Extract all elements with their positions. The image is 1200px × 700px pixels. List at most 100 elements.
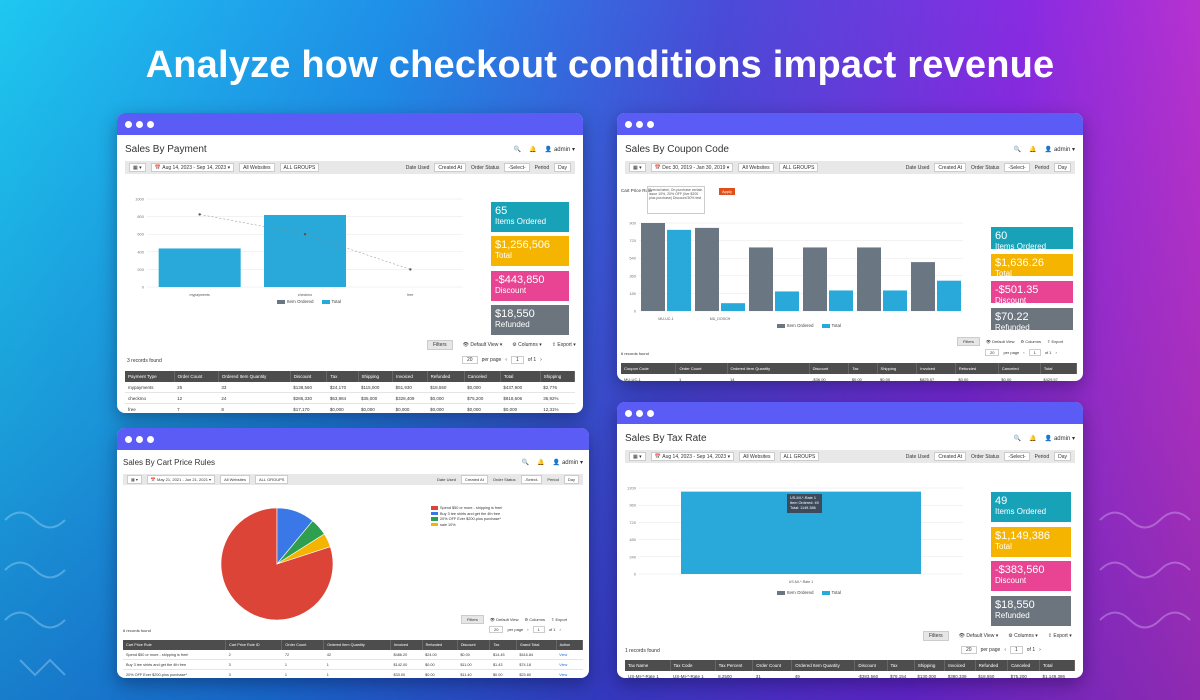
per-page-select[interactable]: 20	[489, 626, 504, 633]
column-header[interactable]: Discount	[290, 371, 328, 382]
column-header[interactable]: Refunded	[427, 371, 465, 382]
column-header[interactable]: Grand Total	[516, 640, 557, 650]
column-header[interactable]: Order Count	[752, 660, 793, 671]
user-menu[interactable]: 👤 admin ▾	[1044, 435, 1075, 442]
group-select[interactable]: ALL GROUPS	[255, 475, 289, 484]
date-used-select[interactable]: Created At	[460, 475, 488, 484]
column-header[interactable]: Discount	[457, 640, 491, 650]
date-used-select[interactable]: Created At	[934, 163, 967, 172]
column-header[interactable]: Refunded	[422, 640, 458, 650]
website-select[interactable]: All Websites	[239, 163, 275, 172]
column-header[interactable]: Shipping	[540, 371, 576, 382]
default-view-button[interactable]: 👁 Default View ▾	[462, 342, 503, 348]
column-header[interactable]: Discount	[854, 660, 888, 671]
grid-view-toggle[interactable]: ▦ ▾	[129, 163, 146, 172]
column-header[interactable]: Refunded	[955, 363, 999, 374]
page-input[interactable]: 1	[510, 356, 524, 364]
bell-icon[interactable]: 🔔	[1029, 146, 1037, 153]
prev-page-button[interactable]: ‹	[505, 357, 507, 363]
column-header[interactable]: Coupon Code	[621, 363, 677, 374]
column-header[interactable]: Refunded	[975, 660, 1009, 671]
per-page-select[interactable]: 20	[462, 356, 478, 364]
next-page-button[interactable]: ›	[540, 357, 542, 363]
export-button[interactable]: ⇪ Export ▾	[551, 342, 576, 348]
order-status-select[interactable]: -Select-	[504, 163, 530, 172]
column-header[interactable]: Canceled	[998, 363, 1041, 374]
filters-button[interactable]: Filters	[957, 337, 980, 346]
website-select[interactable]: All Websites	[739, 452, 775, 461]
column-header[interactable]: Shipping	[358, 371, 394, 382]
search-icon[interactable]: 🔍	[513, 146, 522, 153]
user-menu[interactable]: 👤 admin ▾	[1044, 146, 1075, 153]
default-view-button[interactable]: 👁 Default View	[985, 339, 1015, 344]
column-header[interactable]: Ordered Item Quantity	[218, 371, 291, 382]
date-used-select[interactable]: Created At	[934, 452, 967, 461]
filters-button[interactable]: Filters	[461, 615, 484, 624]
grid-view-toggle[interactable]: ▦ ▾	[629, 163, 646, 172]
column-header[interactable]: Shipping	[877, 363, 918, 374]
column-header[interactable]: Tax	[887, 660, 915, 671]
columns-button[interactable]: ⚙ Columns ▾	[512, 342, 542, 348]
column-header[interactable]: Ordered Item Quantity	[323, 640, 391, 650]
column-header[interactable]: Invoiced	[916, 363, 956, 374]
page-input[interactable]: 1	[1028, 349, 1041, 356]
apply-button[interactable]: Apply	[719, 188, 736, 195]
column-header[interactable]: Canceled	[1007, 660, 1040, 671]
column-header[interactable]: Tax	[489, 640, 517, 650]
column-header[interactable]: Tax Percent	[715, 660, 754, 671]
prev-page-button[interactable]: ‹	[1004, 647, 1006, 653]
column-header[interactable]: Tax	[848, 363, 878, 374]
table-cell[interactable]: View	[556, 650, 583, 660]
user-menu[interactable]: 👤 admin ▾	[552, 459, 583, 466]
column-header[interactable]: Ordered Item Quantity	[727, 363, 810, 374]
column-header[interactable]: Invoiced	[392, 371, 428, 382]
column-header[interactable]: Order Count	[281, 640, 325, 650]
columns-button[interactable]: ⚙ Columns	[1020, 339, 1041, 344]
period-select[interactable]: Day	[554, 163, 571, 172]
column-header[interactable]: Ordered Item Quantity	[791, 660, 856, 671]
column-header[interactable]: Cart Price Rule	[123, 640, 227, 650]
group-select[interactable]: ALL GROUPS	[279, 163, 320, 172]
column-header[interactable]: Tax Code	[670, 660, 716, 671]
column-header[interactable]: Tax	[326, 371, 359, 382]
export-button[interactable]: ⇪ Export ▾	[1047, 633, 1072, 639]
table-cell[interactable]: View	[556, 659, 583, 670]
search-icon[interactable]: 🔍	[1013, 435, 1022, 442]
column-header[interactable]: Total	[1040, 363, 1078, 374]
date-range-picker[interactable]: 📅 Aug 14, 2023 - Sep 14, 2023 ▾	[650, 452, 735, 461]
grid-view-toggle[interactable]: ▦ ▾	[629, 452, 646, 461]
next-page-button[interactable]: ›	[1039, 647, 1041, 653]
date-range-picker[interactable]: 📅 May 21, 2021 - Jun 21, 2021 ▾	[146, 475, 216, 484]
order-status-select[interactable]: -Select-	[1004, 452, 1030, 461]
search-icon[interactable]: 🔍	[521, 459, 530, 466]
next-page-button[interactable]: ›	[559, 627, 561, 632]
grid-view-toggle[interactable]: ▦ ▾	[127, 475, 142, 484]
column-header[interactable]: Shipping	[914, 660, 946, 671]
date-used-select[interactable]: Created At	[434, 163, 467, 172]
period-select[interactable]: Day	[1054, 163, 1071, 172]
group-select[interactable]: ALL GROUPS	[779, 452, 820, 461]
table-cell[interactable]: View	[556, 669, 583, 678]
order-status-select[interactable]: -Select-	[1004, 163, 1030, 172]
column-header[interactable]: Invoiced	[390, 640, 423, 650]
column-header[interactable]: Discount	[809, 363, 850, 374]
column-header[interactable]: Order Count	[675, 363, 728, 374]
columns-button[interactable]: ⚙ Columns	[524, 617, 545, 622]
column-header[interactable]: Invoiced	[944, 660, 976, 671]
bell-icon[interactable]: 🔔	[1029, 435, 1037, 442]
search-icon[interactable]: 🔍	[1013, 146, 1022, 153]
date-range-picker[interactable]: 📅 Dec 30, 2019 - Jan 30, 2019 ▾	[650, 163, 734, 172]
per-page-select[interactable]: 20	[961, 646, 977, 654]
cart-price-rule-multiselect[interactable]: Special label, On purchase certain issue…	[647, 186, 705, 214]
website-select[interactable]: All Websites	[220, 475, 250, 484]
column-header[interactable]: Payment Type	[125, 371, 175, 382]
column-header[interactable]: Order Count	[174, 371, 219, 382]
column-header[interactable]: Action	[556, 640, 584, 650]
default-view-button[interactable]: 👁 Default View ▾	[958, 633, 999, 639]
page-input[interactable]: 1	[532, 626, 545, 633]
columns-button[interactable]: ⚙ Columns ▾	[1008, 633, 1038, 639]
order-status-select[interactable]: -Select-	[520, 475, 543, 484]
column-header[interactable]: Tax Name	[625, 660, 671, 671]
prev-page-button[interactable]: ‹	[527, 627, 529, 632]
bell-icon[interactable]: 🔔	[537, 459, 545, 466]
